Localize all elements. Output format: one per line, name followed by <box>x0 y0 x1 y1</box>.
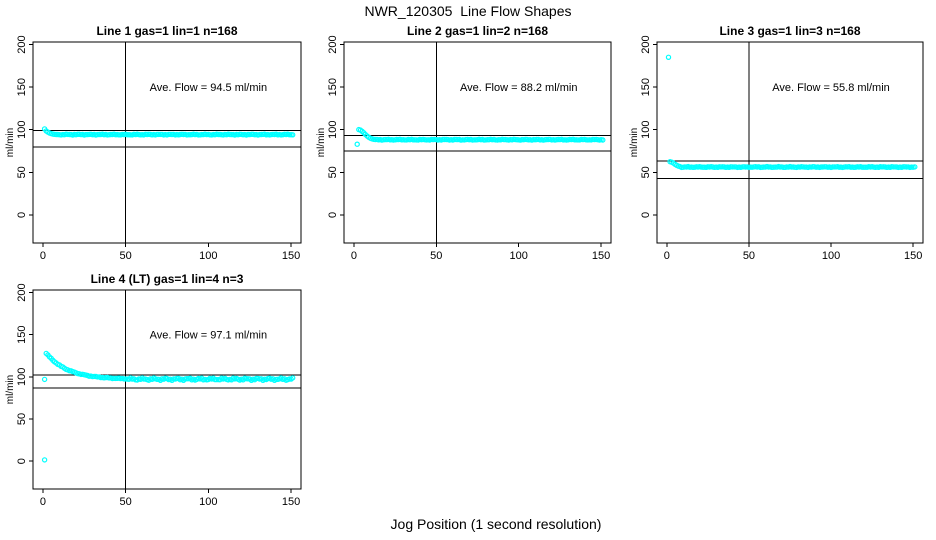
data-point <box>575 137 581 143</box>
y-axis-tick-label: 100 <box>16 121 28 139</box>
panel-title: Line 3 gas=1 lin=3 n=168 <box>719 24 860 38</box>
x-axis-tick-label: 0 <box>40 496 46 508</box>
x-axis-tick-label: 0 <box>664 250 670 262</box>
y-axis-tick-label: 150 <box>16 326 28 344</box>
ave-flow-annotation: Ave. Flow = 94.5 ml/min <box>150 82 267 94</box>
y-axis-tick-label: 0 <box>16 458 28 464</box>
panel-title: Line 2 gas=1 lin=2 n=168 <box>407 24 548 38</box>
x-axis-tick-label: 150 <box>282 496 300 508</box>
panel-4: 0 50 100 150 0 50 100 150 200 ml/min Line 4 (LT) g… <box>5 272 302 508</box>
y-axis-tick-label: 0 <box>640 212 652 218</box>
x-axis-tick-label: 50 <box>120 250 132 262</box>
data-point <box>41 376 48 383</box>
data-point <box>382 136 388 143</box>
y-axis-tick-label: 200 <box>16 283 28 301</box>
y-axis-unit-label: ml/min <box>316 128 327 157</box>
data-point <box>772 164 778 170</box>
data-point <box>862 164 869 170</box>
data-point <box>471 137 477 143</box>
x-axis-tick-label: 50 <box>430 250 442 262</box>
data-point <box>116 132 122 138</box>
y-axis-tick-label: 150 <box>640 78 652 96</box>
panel-title: Line 1 gas=1 lin=1 n=168 <box>96 24 237 38</box>
data-point <box>410 137 416 143</box>
data-point <box>41 457 48 463</box>
data-point <box>912 164 918 170</box>
data-point <box>286 131 293 138</box>
y-axis-tick-label: 150 <box>16 78 28 96</box>
y-axis-tick-label: 100 <box>640 121 652 139</box>
y-axis-tick-label: 200 <box>640 35 652 53</box>
data-point <box>780 164 787 170</box>
data-point <box>290 132 296 138</box>
y-axis-unit-label: ml/min <box>629 128 640 157</box>
x-axis-tick-label: 100 <box>822 250 840 262</box>
data-point <box>859 164 865 170</box>
data-points <box>665 54 918 171</box>
figure-title: NWR_120305 Line Flow Shapes <box>364 3 572 19</box>
x-axis-label: Jog Position (1 second resolution) <box>390 516 602 532</box>
data-point <box>572 137 578 143</box>
data-point <box>788 164 795 170</box>
data-point <box>83 131 89 138</box>
data-point <box>600 137 606 143</box>
data-point <box>213 376 220 383</box>
panel-1: 0 50 100 150 0 50 100 150 200 ml/min Line 1 gas=1 … <box>5 24 302 262</box>
x-axis-tick-label: 150 <box>904 250 922 262</box>
data-point <box>253 375 259 382</box>
plot-frame <box>32 289 302 490</box>
data-points <box>41 350 296 463</box>
data-points <box>41 126 296 138</box>
plot-frame <box>32 41 302 244</box>
y-axis-tick-label: 100 <box>16 368 28 386</box>
x-axis-tick-label: 100 <box>510 250 528 262</box>
ave-flow-annotation: Ave. Flow = 88.2 ml/min <box>460 82 577 94</box>
data-point <box>890 164 897 170</box>
ave-flow-annotation: Ave. Flow = 55.8 ml/min <box>772 82 889 94</box>
data-point <box>729 164 736 170</box>
y-axis-tick-label: 100 <box>327 121 339 139</box>
x-axis-tick-label: 150 <box>282 250 300 262</box>
x-axis-tick-label: 50 <box>743 250 755 262</box>
plot-frame <box>343 41 612 244</box>
y-axis-tick-label: 200 <box>16 35 28 53</box>
x-axis-tick-label: 100 <box>199 496 217 508</box>
y-axis-tick-label: 50 <box>16 166 28 178</box>
data-points <box>354 126 606 147</box>
y-axis-tick-label: 0 <box>327 212 339 218</box>
y-axis-tick-label: 200 <box>327 35 339 53</box>
data-point <box>94 374 101 380</box>
x-axis-tick-label: 100 <box>199 250 217 262</box>
data-point <box>106 375 112 381</box>
data-point <box>198 131 205 138</box>
x-axis-tick-label: 0 <box>40 250 46 262</box>
panel-3: 0 50 100 150 0 50 100 150 200 ml/min Line 3 gas=1 … <box>629 24 924 262</box>
data-point <box>185 131 192 138</box>
y-axis-tick-label: 0 <box>16 212 28 218</box>
y-axis-unit-label: ml/min <box>5 375 16 404</box>
y-axis-tick-label: 50 <box>16 413 28 425</box>
x-axis-tick-label: 0 <box>351 250 357 262</box>
data-point <box>441 136 448 143</box>
data-point <box>290 375 296 381</box>
x-axis-tick-label: 50 <box>120 496 132 508</box>
data-point <box>451 136 458 143</box>
panel-title: Line 4 (LT) gas=1 lin=4 n=3 <box>91 272 244 286</box>
y-axis-tick-label: 150 <box>327 78 339 96</box>
plot-frame <box>656 41 924 244</box>
y-axis-tick-label: 50 <box>327 166 339 178</box>
panel-2: 0 50 100 150 0 50 100 150 200 ml/min Line 2 gas=1 … <box>316 24 612 262</box>
data-point <box>665 54 672 61</box>
y-axis-unit-label: ml/min <box>5 128 16 157</box>
data-point <box>354 141 360 147</box>
y-axis-tick-label: 50 <box>640 166 652 178</box>
data-point <box>155 131 162 138</box>
data-point <box>124 131 131 138</box>
data-point <box>831 164 838 170</box>
ave-flow-annotation: Ave. Flow = 97.1 ml/min <box>150 330 267 342</box>
x-axis-tick-label: 150 <box>592 250 610 262</box>
data-point <box>228 131 235 138</box>
